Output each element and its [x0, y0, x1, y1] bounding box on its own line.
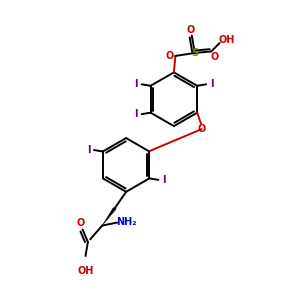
Text: OH: OH [77, 266, 94, 276]
Text: O: O [187, 25, 195, 35]
Text: I: I [134, 109, 138, 119]
Text: I: I [134, 79, 138, 89]
Text: I: I [162, 175, 166, 185]
Polygon shape [102, 208, 116, 226]
Text: I: I [87, 145, 90, 155]
Text: OH: OH [219, 35, 235, 45]
Text: O: O [77, 218, 85, 229]
Text: O: O [166, 51, 174, 61]
Text: S: S [191, 48, 198, 58]
Text: I: I [210, 79, 213, 89]
Text: NH₂: NH₂ [116, 217, 136, 227]
Text: O: O [210, 52, 218, 62]
Text: O: O [197, 124, 206, 134]
